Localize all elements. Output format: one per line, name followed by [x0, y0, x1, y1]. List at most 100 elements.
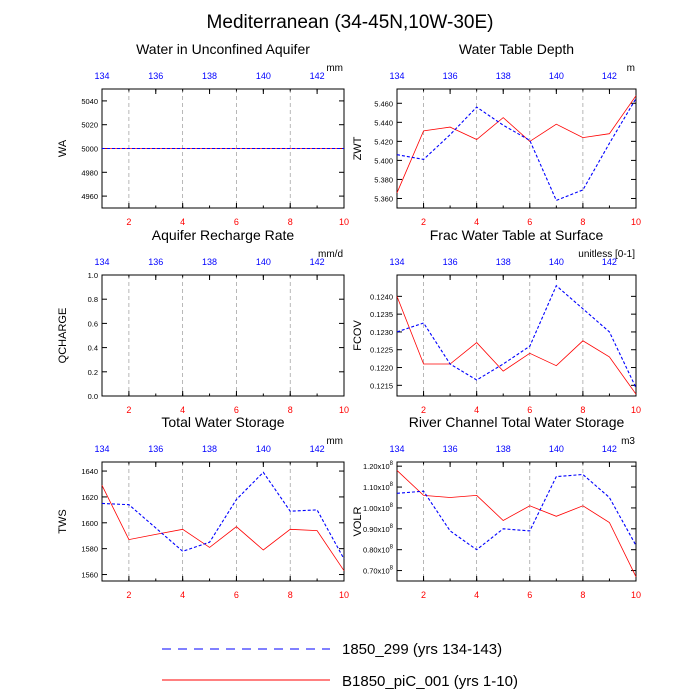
- chart-panel-3: Aquifer Recharge Rate mm/d QCHARGE 2 4 6 8 10 13…: [57, 227, 349, 415]
- top-x-tick-label: 140: [549, 444, 564, 454]
- x-tick-label: 10: [339, 217, 349, 227]
- x-tick-label: 8: [580, 405, 585, 415]
- y-tick-label: 4980: [81, 168, 98, 177]
- top-x-tick-label: 136: [443, 444, 458, 454]
- plot-frame: [396, 461, 637, 582]
- y-tick-label: 1.20x108: [363, 461, 394, 471]
- y-tick-label: 4960: [81, 192, 98, 201]
- panel-title: Water in Unconfined Aquifer: [136, 41, 310, 57]
- top-x-tick-label: 134: [94, 71, 109, 81]
- series-line-b1850-pic-001: [396, 296, 637, 395]
- x-tick-label: 8: [580, 217, 585, 227]
- y-tick-label: 0.80x108: [363, 545, 394, 555]
- top-x-tick-label: 136: [443, 71, 458, 81]
- top-x-tick-label: 140: [256, 71, 271, 81]
- y-tick-label: 5020: [81, 121, 98, 130]
- chart-panel-5: Total Water Storage mm TWS 2 4 6 8 10 134 136 138 1…: [57, 414, 349, 600]
- y-tick-label: 1580: [81, 545, 98, 554]
- series-line-b1850-pic-001: [396, 470, 637, 577]
- y-tick-label: 0.1220: [370, 364, 393, 373]
- y-axis-label: TWS: [57, 509, 69, 533]
- x-tick-label: 2: [126, 217, 131, 227]
- plot-frame: [396, 274, 637, 397]
- units-label: m: [627, 63, 635, 74]
- x-tick-label: 8: [288, 217, 293, 227]
- x-tick-label: 2: [421, 590, 426, 600]
- top-x-tick-label: 142: [310, 71, 325, 81]
- y-tick-label: 0.1215: [370, 381, 393, 390]
- y-tick-label: 0.1240: [370, 292, 393, 301]
- y-tick-label: 5.440: [374, 118, 393, 127]
- x-tick-label: 4: [474, 590, 479, 600]
- y-tick-label: 5.360: [374, 194, 393, 203]
- x-tick-label: 2: [126, 590, 131, 600]
- y-tick-label: 5.380: [374, 175, 393, 184]
- top-x-tick-label: 136: [443, 257, 458, 267]
- top-x-tick-label: 138: [496, 71, 511, 81]
- top-x-tick-label: 142: [310, 257, 325, 267]
- legend-label-series-a: 1850_299 (yrs 134-143): [342, 641, 502, 658]
- x-tick-label: 10: [631, 590, 641, 600]
- top-x-tick-label: 142: [602, 444, 617, 454]
- units-label: mm: [326, 63, 343, 74]
- x-tick-label: 2: [126, 405, 131, 415]
- chart-panel-2: Water Table Depth m ZWT 2 4 6 8 10 134 136 138 140 1…: [352, 41, 641, 227]
- y-axis-label: FCOV: [352, 320, 364, 351]
- series-line-b1850-pic-001: [396, 95, 637, 193]
- units-label: mm: [326, 436, 343, 447]
- x-tick-label: 10: [339, 590, 349, 600]
- x-tick-label: 2: [421, 405, 426, 415]
- y-tick-label: 0.8: [88, 295, 98, 304]
- top-x-tick-label: 136: [148, 444, 163, 454]
- y-tick-label: 0.1230: [370, 328, 393, 337]
- x-tick-label: 6: [234, 217, 239, 227]
- y-tick-label: 5000: [81, 145, 98, 154]
- y-tick-label: 0.0: [88, 392, 98, 401]
- legend-item-series-b: B1850_piC_001 (yrs 1-10): [162, 673, 518, 690]
- page-title: Mediterranean (34-45N,10W-30E): [207, 12, 494, 33]
- x-tick-label: 6: [234, 405, 239, 415]
- y-tick-label: 1.0: [88, 271, 98, 280]
- top-x-tick-label: 140: [256, 444, 271, 454]
- y-tick-label: 0.1235: [370, 310, 393, 319]
- y-tick-label: 5.460: [374, 99, 393, 108]
- chart-panel-4: Frac Water Table at Surface unitless [0-1…: [352, 227, 641, 415]
- top-x-tick-label: 142: [310, 444, 325, 454]
- y-tick-label: 5040: [81, 97, 98, 106]
- top-x-tick-label: 140: [549, 71, 564, 81]
- panel-title: Total Water Storage: [161, 414, 284, 430]
- y-tick-label: 0.4: [88, 344, 98, 353]
- units-label: unitless [0-1]: [578, 249, 635, 260]
- y-tick-label: 1.00x108: [363, 503, 394, 513]
- top-x-tick-label: 134: [389, 71, 404, 81]
- series-line-1850-299: [396, 284, 637, 389]
- chart-panel-6: River Channel Total Water Storage m3 VOLR 2…: [352, 414, 641, 600]
- top-x-tick-label: 138: [202, 257, 217, 267]
- top-x-tick-label: 134: [94, 444, 109, 454]
- top-x-tick-label: 134: [389, 257, 404, 267]
- plot-frame: [101, 274, 345, 397]
- panel-title: Water Table Depth: [459, 41, 574, 57]
- x-tick-label: 10: [631, 217, 641, 227]
- y-tick-label: 0.90x108: [363, 524, 394, 534]
- y-axis-label: VOLR: [352, 506, 364, 536]
- legend-label-series-b: B1850_piC_001 (yrs 1-10): [342, 673, 518, 690]
- top-x-tick-label: 136: [148, 257, 163, 267]
- x-tick-label: 8: [288, 405, 293, 415]
- top-x-tick-label: 142: [602, 71, 617, 81]
- plot-frame: [101, 461, 345, 582]
- top-x-tick-label: 134: [94, 257, 109, 267]
- x-tick-label: 6: [527, 217, 532, 227]
- x-tick-label: 10: [339, 405, 349, 415]
- top-x-tick-label: 138: [202, 444, 217, 454]
- panels: Water in Unconfined Aquifer mm WA 2 4 6 8 10 134…: [57, 41, 641, 600]
- plot-frame: [396, 88, 637, 209]
- top-x-tick-label: 136: [148, 71, 163, 81]
- x-tick-label: 4: [180, 217, 185, 227]
- x-tick-label: 4: [474, 405, 479, 415]
- panel-title: River Channel Total Water Storage: [409, 414, 625, 430]
- x-tick-label: 8: [580, 590, 585, 600]
- series-line-b1850-pic-001: [101, 485, 345, 571]
- top-x-tick-label: 134: [389, 444, 404, 454]
